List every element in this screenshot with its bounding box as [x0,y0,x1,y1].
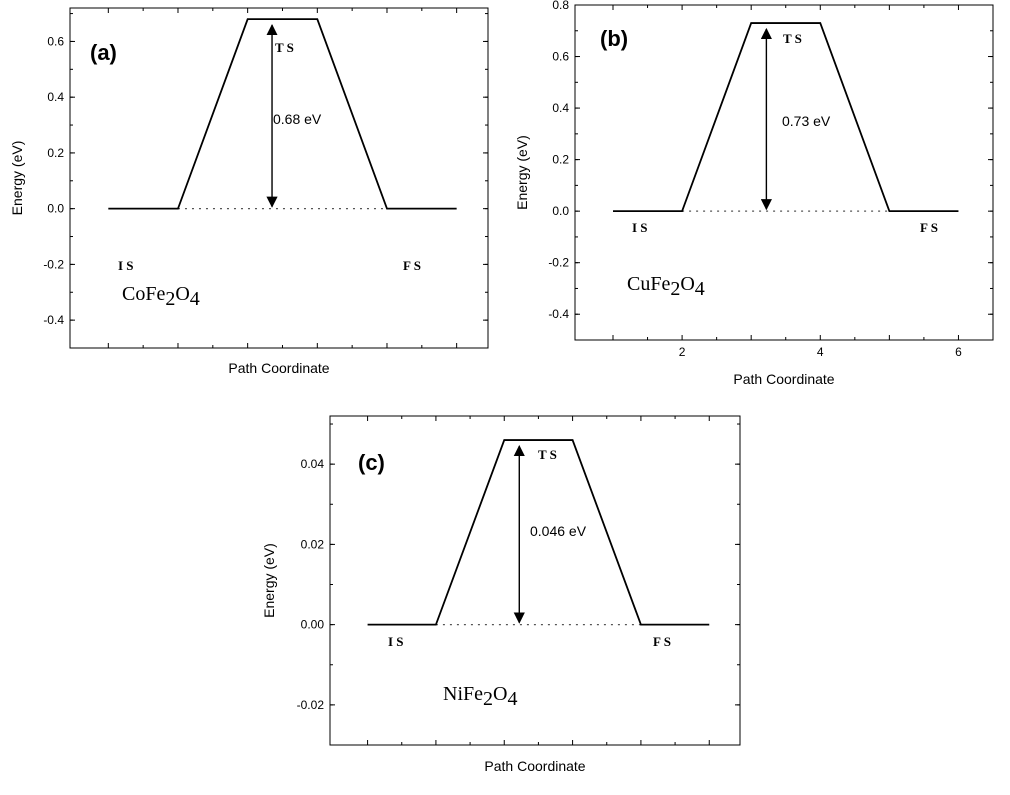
formula-part: CuFe [627,273,670,295]
compound-formula: CuFe2O4 [627,273,705,300]
compound-formula: CoFe2O4 [122,283,200,310]
formula-part: O [680,273,694,295]
x-axis-label: Path Coordinate [733,371,834,387]
chart-panel-1: 0.6 0.4 0.2 0.0 -0.2 -0.4 Energy (eV) Path Coor… [9,7,489,376]
y-tick-label: 0.6 [47,34,64,48]
y-tick-label: 0.4 [552,101,569,115]
panel-label: (b) [600,26,628,51]
y-tick-label: 0.00 [301,618,325,632]
final-state-label: F S [653,634,671,649]
y-tick-label: 0.02 [301,537,325,551]
initial-state-label: I S [632,220,648,235]
formula-part: 2 [670,278,680,300]
final-state-label: F S [920,220,938,235]
plot-frame [329,415,741,746]
y-tick-label: -0.4 [548,307,569,321]
compound-formula: NiFe2O4 [443,683,517,710]
transition-state-label: T S [538,447,557,462]
x-axis-label: Path Coordinate [484,758,585,774]
barrier-value-label: 0.68 eV [273,111,322,127]
y-tick-label: -0.02 [297,698,325,712]
formula-part: 4 [695,278,705,300]
y-tick-label: 0.8 [552,0,569,12]
y-tick-label: 0.4 [47,90,64,104]
y-axis-label: Energy (eV) [514,135,530,210]
transition-state-label: T S [275,40,294,55]
panel-label: (a) [90,40,117,65]
chart-panel-3: 0.04 0.02 0.00 -0.02 Energy (eV) Path Coordin… [261,415,741,774]
energy-profile-line [108,18,457,210]
formula-part: O [493,683,507,705]
y-tick-label: 0.0 [552,204,569,218]
formula-part: O [175,283,189,305]
y-tick-label: -0.4 [43,313,64,327]
y-axis-label: Energy (eV) [9,141,25,216]
y-tick-label: 0.6 [552,50,569,64]
formula-part: NiFe [443,683,483,705]
final-state-label: F S [403,258,421,273]
barrier-value-label: 0.046 eV [530,523,587,539]
formula-part: 2 [483,688,493,710]
y-tick-label: 0.0 [47,202,64,216]
panel-label: (c) [358,450,385,475]
energy-profile-line [367,439,710,626]
formula-part: 4 [190,288,200,310]
formula-part: CoFe [122,283,165,305]
x-tick-label: 4 [817,345,824,359]
energy-profile-line [613,22,959,213]
plot-frame [574,4,994,341]
formula-part: 4 [507,688,517,710]
barrier-value-label: 0.73 eV [782,113,831,129]
x-tick-label: 6 [955,345,962,359]
y-tick-label: 0.2 [47,146,64,160]
y-tick-label: 0.04 [301,457,325,471]
plot-frame [69,7,489,349]
formula-part: 2 [165,288,175,310]
y-tick-label: 0.2 [552,153,569,167]
x-tick-label: 2 [679,345,686,359]
initial-state-label: I S [388,634,404,649]
y-tick-label: -0.2 [43,257,64,271]
x-axis-label: Path Coordinate [228,360,329,376]
y-tick-label: -0.2 [548,256,569,270]
transition-state-label: T S [783,31,802,46]
y-axis-label: Energy (eV) [261,543,277,618]
initial-state-label: I S [118,258,134,273]
